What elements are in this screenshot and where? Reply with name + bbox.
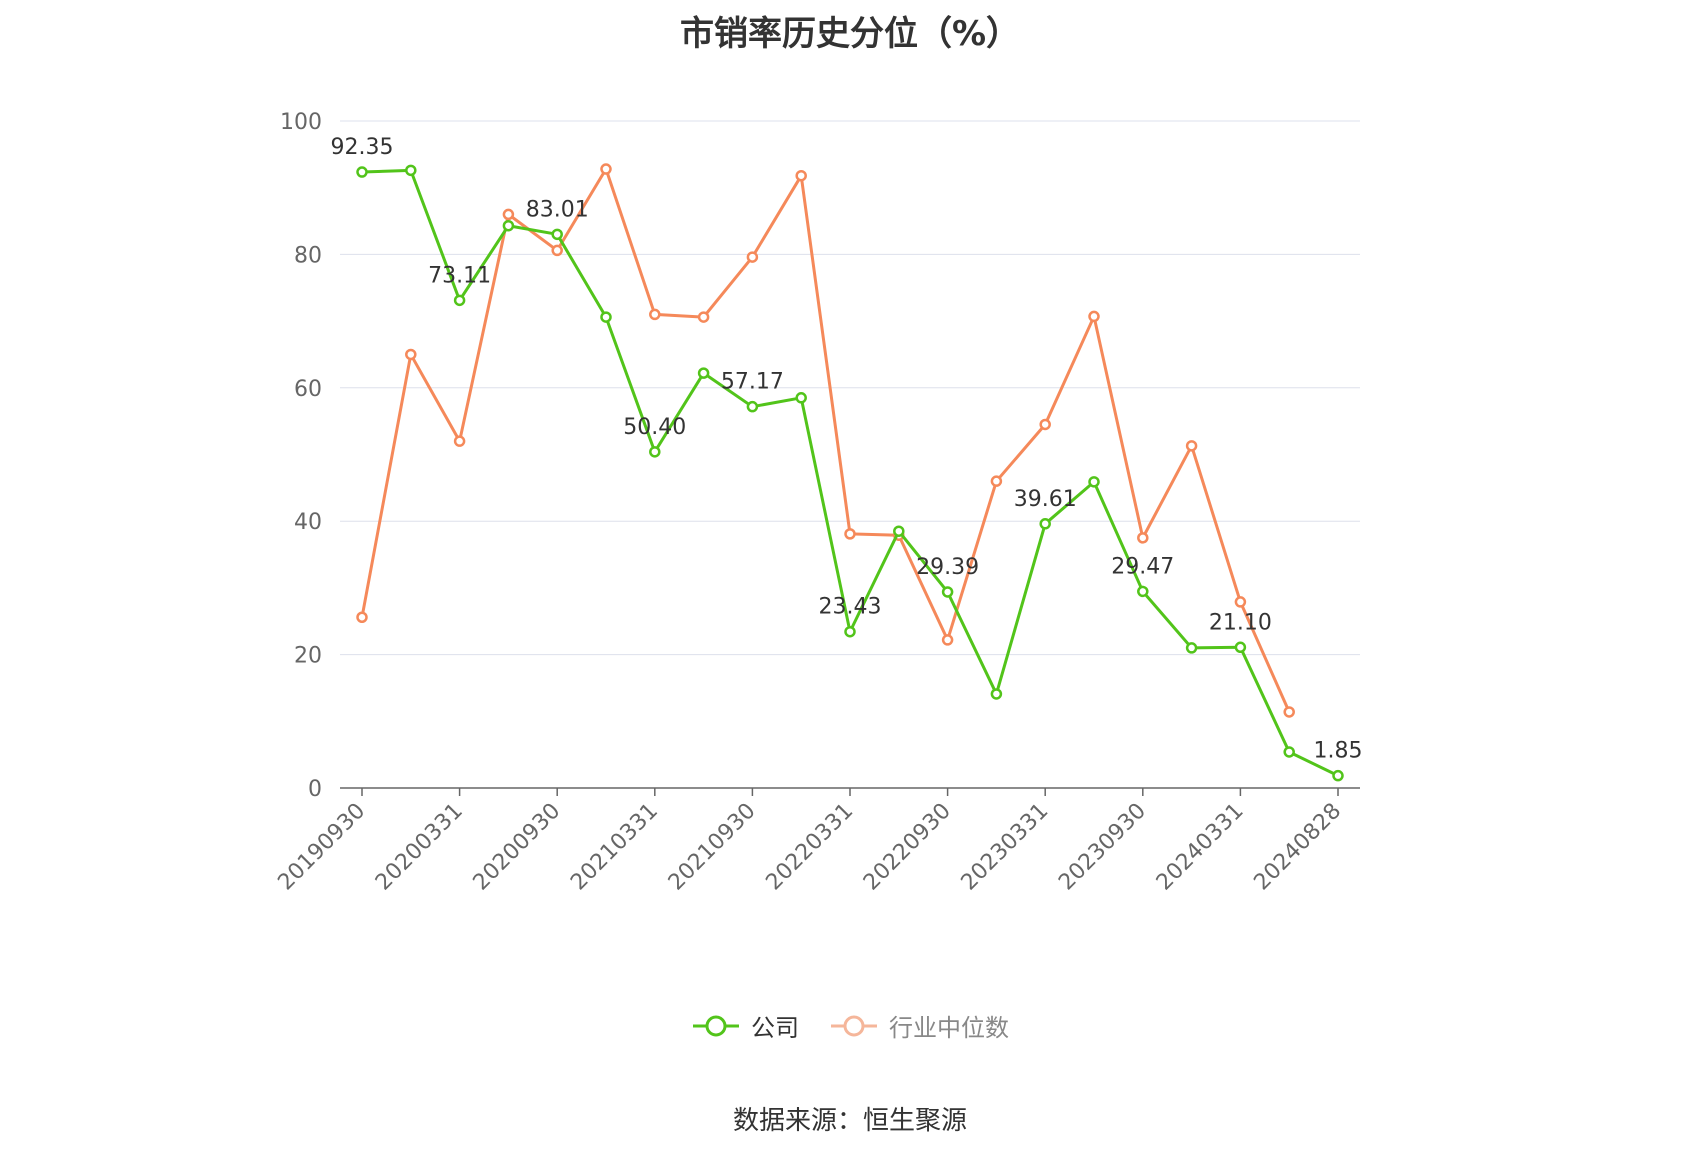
- chart-title: 市销率历史分位（%）: [679, 14, 1021, 54]
- data-point-company[interactable]: [746, 400, 759, 413]
- x-tick-label: 20220930: [859, 799, 956, 896]
- data-source: 数据来源：恒生聚源: [732, 1106, 967, 1136]
- x-tick-label: 20190930: [273, 799, 370, 896]
- y-tick-label: 20: [294, 644, 322, 669]
- x-tick-label: 20220331: [761, 799, 858, 896]
- legend-label-company: 公司: [751, 1014, 799, 1042]
- data-point-company[interactable]: [1039, 518, 1051, 530]
- x-tick-label: 20240331: [1152, 799, 1249, 896]
- x-tick-label: 20240828: [1249, 799, 1346, 896]
- data-point-industry[interactable]: [795, 169, 807, 182]
- data-label-company: 1.85: [1314, 739, 1363, 764]
- data-point-company[interactable]: [1332, 769, 1344, 782]
- data-label-company: 29.47: [1111, 554, 1174, 579]
- data-labels: 92.35 73.11 83.01 50.40 57.17 23.43 29.39 39.61…: [331, 135, 1363, 764]
- data-point-company[interactable]: [1088, 476, 1100, 488]
- x-tick-label: 20230331: [957, 799, 1054, 896]
- data-point-industry[interactable]: [1234, 596, 1247, 608]
- data-point-industry[interactable]: [649, 308, 661, 321]
- data-point-company[interactable]: [795, 392, 807, 404]
- data-point-industry[interactable]: [405, 348, 417, 361]
- grid-lines: [340, 120, 1360, 656]
- data-point-company[interactable]: [844, 625, 856, 638]
- data-point-company[interactable]: [1234, 641, 1247, 654]
- data-point-industry[interactable]: [1088, 310, 1100, 323]
- legend-label-industry: 行业中位数: [889, 1014, 1009, 1042]
- data-point-company[interactable]: [649, 446, 661, 458]
- y-tick-label: 100: [280, 110, 322, 135]
- data-point-company[interactable]: [405, 164, 417, 177]
- data-point-industry[interactable]: [697, 311, 710, 323]
- series: [356, 163, 1344, 782]
- data-point-company[interactable]: [453, 294, 466, 307]
- data-point-industry[interactable]: [502, 208, 515, 221]
- data-label-company: 83.01: [526, 197, 589, 222]
- data-label-company: 73.11: [428, 263, 491, 288]
- data-point-company[interactable]: [1283, 746, 1295, 758]
- x-tick-label: 20200930: [469, 799, 566, 896]
- data-point-industry[interactable]: [1283, 706, 1295, 718]
- data-point-company[interactable]: [941, 586, 954, 598]
- data-point-industry[interactable]: [1039, 418, 1051, 431]
- data-point-industry[interactable]: [1137, 532, 1149, 544]
- data-point-industry[interactable]: [941, 634, 954, 646]
- data-point-industry[interactable]: [356, 611, 368, 623]
- x-tick-label: 20210331: [566, 799, 663, 896]
- data-point-company[interactable]: [1185, 642, 1198, 654]
- data-point-industry[interactable]: [551, 244, 563, 257]
- x-tick-label: 20230930: [1054, 799, 1151, 896]
- data-point-company[interactable]: [551, 228, 563, 241]
- series-line-industry: [360, 167, 1291, 713]
- y-tick-label: 80: [294, 243, 322, 268]
- y-tick-label: 40: [294, 510, 322, 535]
- series-line-company: [361, 168, 1339, 778]
- data-point-company[interactable]: [502, 219, 515, 232]
- data-point-company[interactable]: [697, 367, 710, 379]
- data-label-company: 21.10: [1209, 610, 1272, 635]
- legend-line-circle-icon: [831, 1015, 877, 1036]
- legend-item-industry[interactable]: 行业中位数: [829, 1008, 1009, 1043]
- y-tick-label: 0: [308, 777, 322, 802]
- legend: 公司 行业中位数: [0, 1008, 1700, 1043]
- data-label-company: 92.35: [331, 135, 394, 160]
- data-label-company: 29.39: [916, 555, 979, 580]
- x-tick-label: 20200331: [371, 799, 468, 896]
- data-point-company[interactable]: [600, 311, 612, 323]
- data-point-company[interactable]: [356, 166, 368, 178]
- data-point-industry[interactable]: [990, 475, 1003, 487]
- data-label-company: 50.40: [623, 415, 686, 440]
- y-tick-label: 60: [294, 377, 322, 402]
- legend-line-circle-icon: [693, 1015, 739, 1036]
- data-label-company: 23.43: [819, 595, 882, 620]
- data-point-industry[interactable]: [746, 251, 759, 263]
- data-point-industry[interactable]: [600, 163, 612, 175]
- data-point-company[interactable]: [990, 688, 1003, 700]
- data-point-industry[interactable]: [453, 435, 466, 447]
- x-tick-label: 20210930: [664, 799, 761, 896]
- data-point-company[interactable]: [1137, 585, 1149, 598]
- data-point-industry[interactable]: [844, 528, 856, 540]
- data-label-company: 57.17: [721, 370, 784, 395]
- data-point-industry[interactable]: [1185, 440, 1198, 452]
- data-label-company: 39.61: [1014, 487, 1077, 512]
- legend-item-company[interactable]: 公司: [691, 1008, 799, 1043]
- data-point-company[interactable]: [893, 525, 905, 537]
